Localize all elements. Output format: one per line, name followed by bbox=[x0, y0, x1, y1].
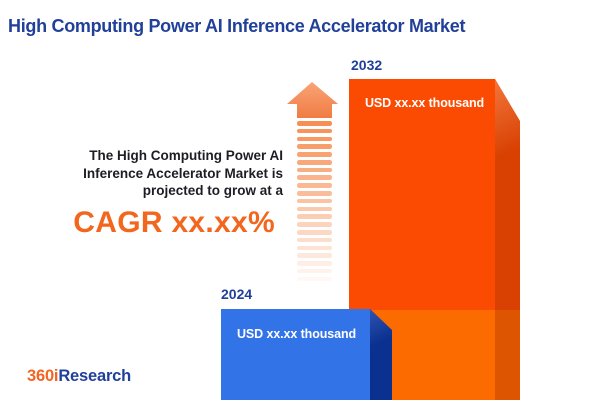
arrow-stripe bbox=[297, 206, 332, 212]
arrow-stripe bbox=[297, 121, 332, 126]
arrow-stripe bbox=[297, 167, 332, 173]
growth-arrow-stripes bbox=[297, 121, 332, 293]
arrow-stripe bbox=[297, 245, 332, 251]
bar-2024: USD xx.xx thousand bbox=[221, 309, 370, 400]
arrow-stripe bbox=[297, 175, 332, 181]
arrow-stripe bbox=[297, 253, 332, 258]
arrow-stripe bbox=[297, 237, 332, 243]
arrow-stripe bbox=[297, 198, 332, 204]
annotation-text: The High Computing Power AI Inference Ac… bbox=[83, 148, 283, 198]
arrow-stripe bbox=[297, 222, 332, 227]
arrow-stripe bbox=[297, 214, 332, 219]
bar-2032-value: USD xx.xx thousand bbox=[365, 96, 485, 110]
page-title: High Computing Power AI Inference Accele… bbox=[8, 16, 466, 36]
arrow-stripe bbox=[297, 191, 332, 196]
logo: 360iResearch bbox=[27, 367, 131, 386]
arrow-stripe bbox=[297, 159, 332, 165]
arrow-stripe bbox=[297, 183, 332, 188]
arrow-stripe bbox=[297, 276, 332, 282]
bar-2024-side-face bbox=[370, 309, 392, 400]
bar-2024-value: USD xx.xx thousand bbox=[237, 327, 357, 341]
arrow-stripe bbox=[297, 229, 332, 235]
arrow-stripe bbox=[297, 128, 332, 134]
bar-year-label-2024: 2024 bbox=[221, 286, 253, 302]
cagr-value: CAGR xx.xx% bbox=[73, 205, 275, 239]
annotation-block: The High Computing Power AI Inference Ac… bbox=[23, 147, 283, 240]
arrow-stripe bbox=[297, 152, 332, 157]
arrow-stripe bbox=[297, 261, 332, 266]
arrow-stripe bbox=[297, 144, 332, 149]
bar-year-label-2032: 2032 bbox=[351, 57, 383, 73]
arrow-stripe bbox=[297, 268, 332, 274]
logo-part-research: Research bbox=[58, 367, 132, 385]
growth-arrow-icon bbox=[287, 82, 338, 118]
arrow-stripe bbox=[297, 136, 332, 142]
logo-part-360i: 360i bbox=[27, 367, 59, 385]
bar-2032-side-face bbox=[495, 79, 520, 400]
